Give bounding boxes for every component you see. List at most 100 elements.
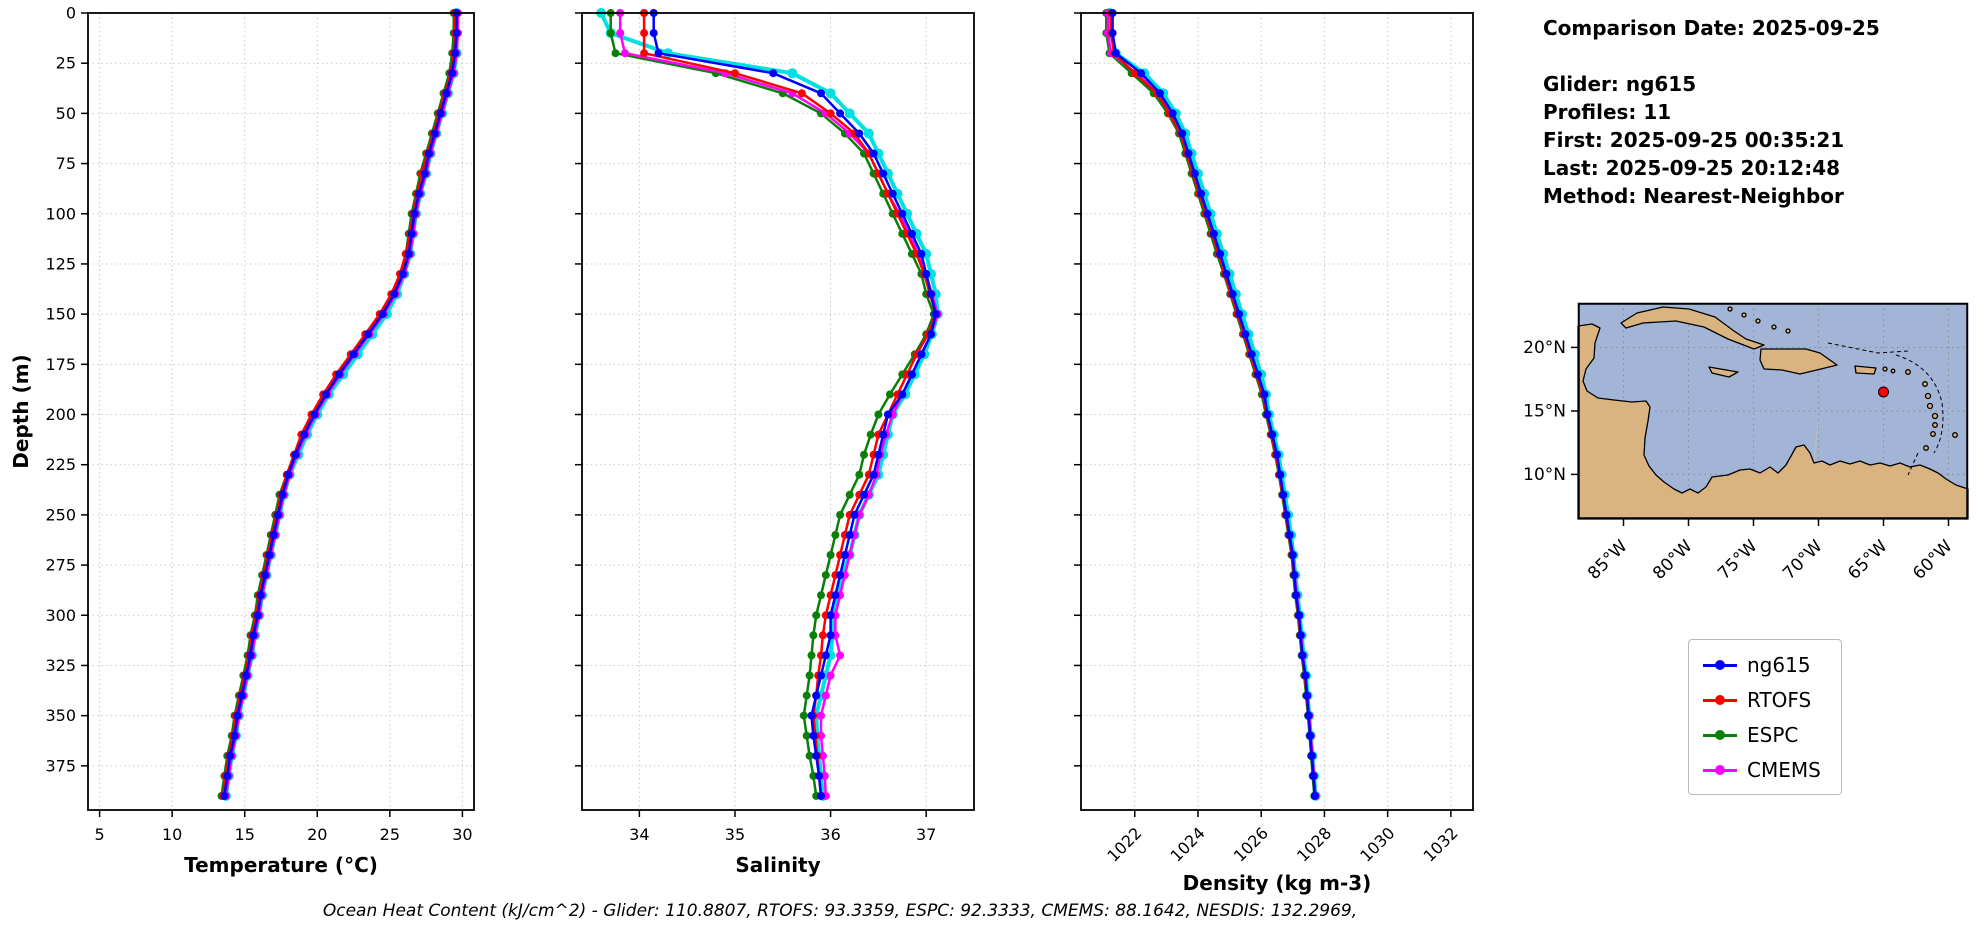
svg-text:350: 350 (45, 706, 76, 725)
lat-tick-15n: 15°N (1523, 402, 1566, 422)
legend-item-ESPC: ESPC (1703, 720, 1821, 749)
map-bahamas (1727, 306, 1791, 334)
map-central-south-america (1577, 323, 1969, 520)
comparison-date-text: Comparison Date: 2025-09-25 (1543, 16, 1880, 40)
svg-text:15: 15 (235, 825, 255, 844)
series-CMEMS (221, 9, 462, 800)
svg-text:20: 20 (307, 825, 327, 844)
CMEMS-marker-icon (1703, 764, 1737, 775)
info-panel: Comparison Date: 2025-09-25 Glider: ng61… (1543, 14, 1880, 210)
legend-label: ng615 (1747, 652, 1811, 677)
svg-text:300: 300 (45, 606, 76, 625)
svg-text:1024: 1024 (1167, 823, 1209, 865)
legend: ng615 RTOFS ESPC CMEMS (1688, 639, 1842, 795)
svg-text:1026: 1026 (1230, 823, 1272, 865)
svg-text:5: 5 (95, 825, 105, 844)
ESPC-marker-icon (1703, 729, 1737, 740)
ohc-caption: Ocean Heat Content (kJ/cm^2) - Glider: 1… (322, 901, 1358, 921)
series-CMEMS (1103, 9, 1320, 800)
svg-text:1022: 1022 (1103, 823, 1145, 865)
tick-labels: 34 35 36 37 (629, 825, 936, 844)
map-puerto-rico (1854, 365, 1877, 375)
svg-text:36: 36 (820, 825, 840, 844)
series-ESPC (606, 9, 938, 800)
svg-text:100: 100 (45, 204, 76, 223)
series-glider-raw (1104, 8, 1321, 801)
map-hispaniola (1759, 348, 1838, 375)
method-text: Method: Nearest-Neighbor (1543, 184, 1844, 208)
svg-text:35: 35 (725, 825, 745, 844)
svg-text:200: 200 (45, 405, 76, 424)
grid (1081, 12, 1473, 810)
axes-frame (581, 12, 975, 811)
series-RTOFS (1107, 9, 1319, 800)
svg-text:0: 0 (66, 4, 76, 23)
grid (582, 12, 974, 810)
svg-text:30: 30 (452, 825, 472, 844)
series-RTOFS (219, 9, 460, 800)
grid (88, 12, 474, 810)
profiles-count-text: Profiles: 11 (1543, 100, 1672, 124)
svg-text:125: 125 (45, 254, 76, 273)
depth-axis-label: Depth (m) (9, 354, 33, 468)
svg-text:275: 275 (45, 556, 76, 575)
last-profile-time-text: Last: 2025-09-25 20:12:48 (1543, 156, 1841, 180)
map-lesser-antilles (1882, 366, 1958, 451)
series-ng615 (220, 9, 461, 800)
series-ESPC (1102, 9, 1319, 800)
svg-text:1032: 1032 (1419, 823, 1461, 865)
axis-ticks (575, 12, 927, 817)
svg-text:225: 225 (45, 455, 76, 474)
legend-item-RTOFS: RTOFS (1703, 685, 1821, 714)
tick-labels: 1022 1024 1026 1028 1030 1032 (1103, 823, 1461, 865)
svg-text:375: 375 (45, 756, 76, 775)
legend-label: CMEMS (1747, 757, 1821, 782)
caribbean-map: 20°N 15°N 10°N 85°W 80°W 75°W 70°W 65°W … (1523, 302, 1969, 584)
series-glider-raw (596, 8, 943, 801)
series-ng615 (649, 9, 940, 800)
legend-item-CMEMS: CMEMS (1703, 755, 1821, 784)
axis-ticks (1074, 12, 1452, 817)
map-ticks (1571, 346, 1950, 526)
map-cuba (1620, 306, 1765, 350)
density-profile-xlabel: Density (kg m-3) (1183, 871, 1372, 895)
legend-label: ESPC (1747, 722, 1799, 747)
axes-frame (1080, 12, 1474, 811)
density-profile-plot: 1022 1024 1026 1028 1030 1032 Density (kg m-3) (1074, 8, 1474, 895)
temperature-profile-xlabel: Temperature (°C) (184, 853, 378, 877)
first-profile-time-text: First: 2025-09-25 00:35:21 (1543, 128, 1845, 152)
glider-name-text: Glider: ng615 (1543, 72, 1697, 96)
lat-tick-20n: 20°N (1523, 338, 1566, 358)
svg-text:325: 325 (45, 656, 76, 675)
info-spacer (1543, 42, 1880, 70)
svg-text:1028: 1028 (1293, 823, 1335, 865)
map-land (1577, 306, 1969, 520)
svg-text:1030: 1030 (1356, 823, 1398, 865)
RTOFS-marker-icon (1703, 694, 1737, 705)
svg-text:25: 25 (380, 825, 400, 844)
series-ng615 (1108, 9, 1319, 800)
legend-label: RTOFS (1747, 687, 1812, 712)
glider-position-marker (1878, 386, 1889, 398)
lat-tick-10n: 10°N (1523, 465, 1566, 485)
svg-text:250: 250 (45, 505, 76, 524)
svg-text:10: 10 (162, 825, 182, 844)
tick-labels: 5 10 15 20 25 3002550751001251501752002252502… (45, 4, 472, 845)
svg-text:34: 34 (629, 825, 649, 844)
series-glider-raw (220, 8, 462, 801)
legend-item-ng615: ng615 (1703, 650, 1821, 679)
svg-text:37: 37 (916, 825, 936, 844)
svg-text:75: 75 (56, 154, 76, 173)
map-jamaica (1708, 366, 1739, 378)
series-ESPC (217, 9, 458, 800)
ng615-marker-icon (1703, 659, 1737, 670)
salinity-profile-xlabel: Salinity (735, 853, 820, 877)
svg-text:150: 150 (45, 305, 76, 324)
axis-ticks (81, 12, 464, 817)
svg-text:175: 175 (45, 355, 76, 374)
svg-text:25: 25 (56, 54, 76, 73)
svg-text:50: 50 (56, 104, 76, 123)
axes-frame (87, 12, 475, 811)
